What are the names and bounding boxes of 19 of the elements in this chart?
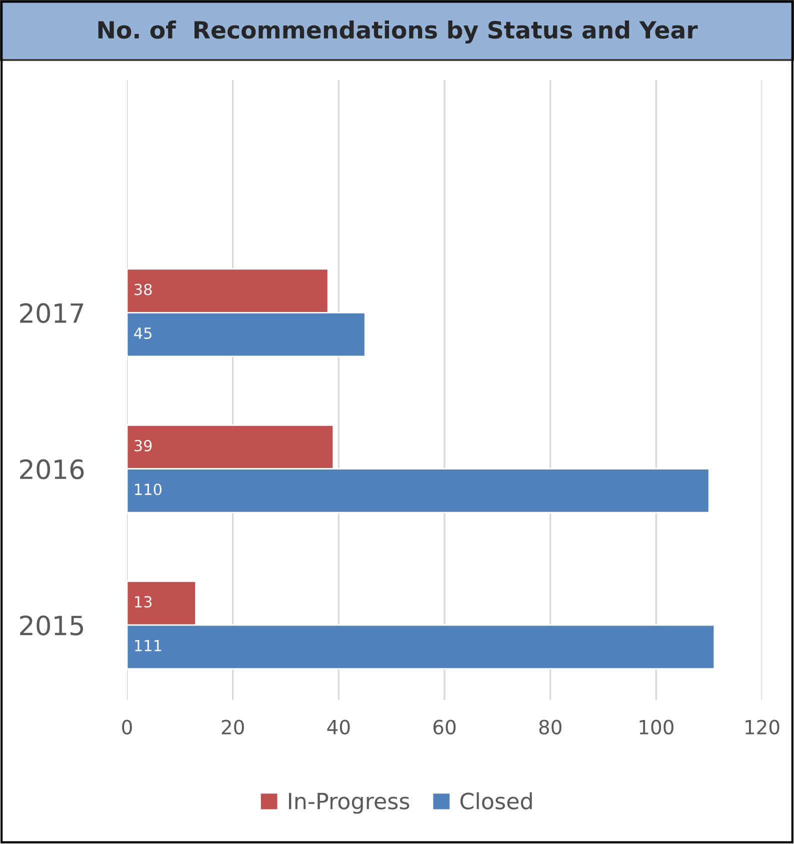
y-tick-label: 2017	[20, 303, 84, 324]
x-tick-label: 100	[640, 720, 674, 734]
data-label: 111	[135, 640, 162, 652]
data-label: 13	[135, 596, 152, 608]
data-label: 45	[134, 328, 152, 339]
y-tick-label: 2015	[20, 615, 84, 636]
y-tick-label: 2016	[20, 459, 84, 480]
data-label: 39	[134, 440, 152, 452]
data-label: 110	[135, 484, 162, 496]
x-tick-label: 40	[327, 720, 350, 734]
x-tick-label: 60	[433, 720, 456, 734]
chart-title: No. of Recommendations by Status and Year	[98, 20, 698, 44]
legend-label: In-Progress	[289, 792, 410, 814]
x-tick-label: 80	[539, 720, 562, 734]
x-tick-label: 120	[746, 720, 780, 734]
legend-label: Closed	[460, 792, 532, 810]
x-tick-label: 20	[222, 720, 244, 734]
data-label: 38	[134, 284, 152, 296]
x-tick-label: 0	[122, 720, 132, 734]
